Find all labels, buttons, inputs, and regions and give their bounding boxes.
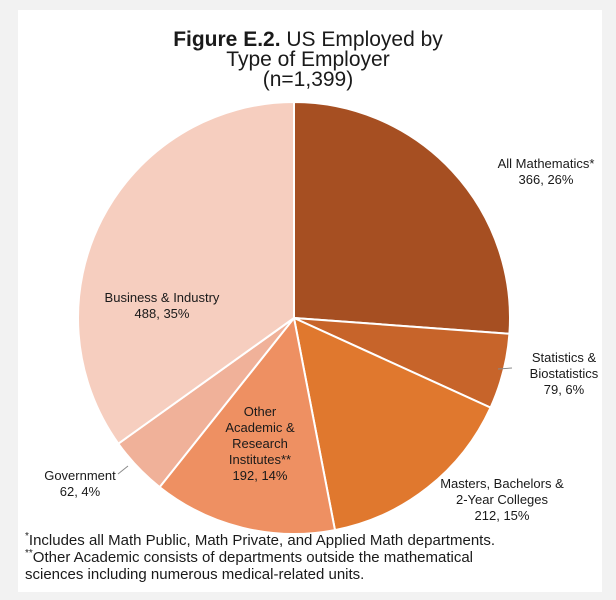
- slice-label-4-line-2: Academic &: [225, 420, 295, 435]
- footnote-1: *Includes all Math Public, Math Private,…: [25, 531, 605, 550]
- leader-lines: [117, 367, 513, 475]
- slice-label-4-line-1: Other: [243, 404, 277, 419]
- chart-title: Figure E.2. US Employed by Type of Emplo…: [0, 28, 616, 91]
- slice-label-2: Statistics & Biostatistics 79, 6%: [524, 350, 604, 398]
- footnote-2-marker: **: [25, 548, 33, 559]
- footnotes: *Includes all Math Public, Math Private,…: [25, 531, 605, 584]
- pie-slice-6: [77, 100, 295, 446]
- slice-label-2-line-2: Biostatistics: [529, 366, 599, 381]
- title-text-line1: US Employed by: [286, 28, 443, 51]
- slice-label-1-line-2: 366, 26%: [518, 172, 574, 187]
- slice-label-1-line-1: All Mathematics*: [497, 156, 595, 171]
- slice-label-4-line-4: Institutes**: [228, 452, 292, 467]
- title-text-line2: Type of Employer: [226, 48, 390, 71]
- slice-label-2-line-3: 79, 6%: [543, 382, 585, 397]
- slice-label-4-line-5: 192, 14%: [232, 468, 288, 483]
- leader-line-5: [117, 465, 129, 475]
- slice-label-1: All Mathematics* 366, 26%: [486, 156, 606, 188]
- leader-line-2: [497, 367, 513, 370]
- footnote-2-text-line2: sciences including numerous medical-rela…: [25, 566, 365, 583]
- slice-label-3-line-1: Masters, Bachelors &: [440, 476, 564, 491]
- slice-label-4-line-3: Research: [232, 436, 288, 451]
- figure-label: Figure E.2.: [173, 28, 281, 51]
- pie-slice-3: [292, 316, 492, 532]
- slice-label-5: Government 62, 4%: [34, 468, 126, 500]
- footnote-2: **Other Academic consists of departments…: [25, 548, 605, 567]
- slice-label-6: Business & Industry 488, 35%: [82, 290, 242, 322]
- slice-label-3-line-3: 212, 15%: [474, 508, 530, 523]
- slice-label-6-line-2: 488, 35%: [134, 306, 190, 321]
- chart-subtitle: (n=1,399): [262, 68, 354, 91]
- footnote-2-continued: sciences including numerous medical-rela…: [25, 566, 605, 583]
- footnote-2-text-line1: Other Academic consists of departments o…: [32, 549, 474, 566]
- slice-label-5-line-1: Government: [44, 468, 116, 483]
- slice-label-2-line-1: Statistics &: [531, 350, 597, 365]
- slice-label-3-line-2: 2-Year Colleges: [455, 492, 549, 507]
- slice-label-3: Masters, Bachelors & 2-Year Colleges 212, …: [432, 476, 572, 524]
- slice-label-6-line-1: Business & Industry: [104, 290, 220, 305]
- slice-label-4: Other Academic & Research Institutes** 192, …: [210, 404, 310, 484]
- footnote-1-text: Includes all Math Public, Math Private, …: [28, 532, 495, 549]
- pie-slice-4: [158, 315, 337, 535]
- pie-slice-1: [293, 100, 511, 335]
- pie-slices: [77, 100, 511, 535]
- slice-label-5-line-2: 62, 4%: [59, 484, 101, 499]
- footnote-1-marker: *: [25, 531, 29, 542]
